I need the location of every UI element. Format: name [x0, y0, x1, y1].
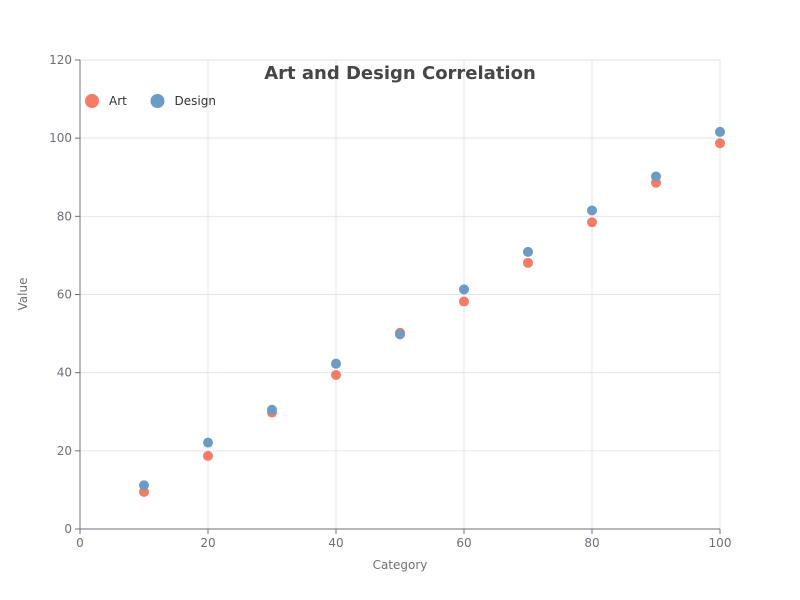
- x-tick-label: 60: [456, 536, 471, 550]
- data-point-design: [395, 329, 405, 340]
- legend-marker-art: [85, 94, 99, 108]
- data-point-art: [331, 370, 341, 381]
- legend-label-art: Art: [109, 94, 127, 108]
- y-tick-label: 100: [49, 131, 72, 145]
- data-point-design: [587, 205, 597, 216]
- data-point-design: [523, 246, 533, 257]
- legend-marker-design: [150, 94, 165, 108]
- axes: 0 20 40 60 80 100 120 0 20 40 60 80 100: [49, 53, 731, 550]
- data-point-art: [587, 217, 597, 228]
- series-art: [139, 138, 725, 497]
- y-tick-label: 80: [57, 209, 72, 223]
- chart-title: Art and Design Correlation: [264, 63, 536, 84]
- data-point-art: [523, 257, 533, 268]
- x-tick-label: 80: [584, 536, 599, 550]
- legend-label-design: Design: [175, 94, 216, 108]
- y-tick-label: 0: [64, 522, 72, 536]
- x-tick-label: 20: [200, 536, 215, 550]
- x-tick-label: 40: [328, 536, 343, 550]
- data-point-design: [203, 437, 213, 448]
- y-axis-label: Value: [16, 278, 30, 311]
- data-point-design: [139, 480, 149, 491]
- data-point-art: [715, 138, 725, 149]
- data-point-design: [331, 358, 341, 369]
- y-tick-label: 20: [57, 444, 72, 458]
- grid: [80, 59, 721, 529]
- x-tick-label: 0: [76, 536, 84, 550]
- y-tick-label: 120: [49, 53, 72, 67]
- data-point-design: [715, 126, 725, 137]
- legend: Art Design: [85, 94, 216, 108]
- data-point-design: [267, 404, 277, 415]
- x-tick-label: 100: [709, 536, 732, 550]
- data-points: [139, 126, 725, 497]
- data-point-design: [651, 171, 661, 182]
- y-tick-label: 40: [57, 366, 72, 380]
- series-design: [139, 126, 725, 491]
- data-point-art: [459, 296, 469, 307]
- y-tick-label: 60: [57, 288, 72, 302]
- data-point-art: [203, 450, 213, 461]
- x-axis-label: Category: [373, 558, 428, 572]
- data-point-design: [459, 284, 469, 295]
